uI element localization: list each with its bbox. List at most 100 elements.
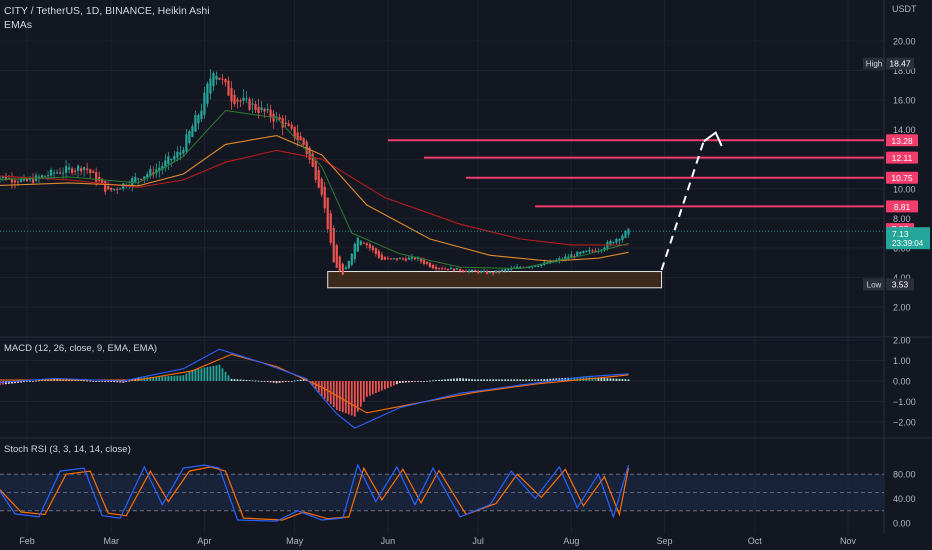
candle-body [498, 271, 501, 273]
time-axis[interactable]: Feb Mar Apr May Jun Jul Aug Sep Oct Nov [19, 536, 856, 546]
candle-body [221, 78, 224, 80]
macd-histogram-bar [161, 376, 164, 381]
candle-body [239, 100, 242, 102]
candle-body [389, 258, 392, 260]
candle-body [119, 188, 122, 190]
candle-body [284, 122, 287, 125]
time-label: Nov [840, 536, 857, 546]
candle-body [467, 270, 471, 272]
macd-histogram-bar [245, 379, 248, 381]
candle-body [278, 117, 281, 120]
heikin-ashi-candles [0, 69, 630, 276]
candle-body [46, 175, 50, 177]
candle-body [104, 180, 107, 192]
candle-body [287, 123, 290, 126]
candle-body [260, 107, 263, 111]
projection-line [660, 141, 705, 271]
macd-title[interactable]: MACD (12, 26, close, 9, EMA, EMA) [4, 343, 158, 354]
macd-histogram-bar [627, 379, 630, 381]
macd-histogram-bar [483, 379, 486, 381]
candle-body [224, 78, 227, 83]
macd-histogram-bar [281, 381, 284, 383]
macd-histogram-bar [540, 379, 543, 381]
candle-body [395, 258, 399, 260]
candle-body [585, 250, 588, 252]
macd-histogram-bar [188, 371, 191, 381]
candle-body [567, 256, 570, 258]
time-label: Oct [748, 536, 763, 546]
candle-body [386, 258, 389, 260]
pane-separators [0, 0, 932, 534]
macd-histogram-bar [516, 379, 519, 381]
candle-body [365, 243, 368, 246]
candle-body [269, 109, 272, 118]
indicator-label[interactable]: EMAs [4, 19, 33, 31]
macd-histogram-bar [609, 378, 612, 381]
candle-body [398, 258, 402, 260]
candle-body [618, 239, 621, 241]
macd-histogram-bar [456, 378, 458, 381]
macd-histogram-bar [320, 381, 323, 396]
macd-histogram-bar [555, 378, 558, 381]
candle-body [440, 268, 444, 270]
candle-body [275, 116, 278, 118]
candle-body [230, 88, 233, 102]
macd-histogram-bar [594, 377, 597, 381]
macd-histogram-bar [35, 380, 37, 382]
candle-body [335, 245, 338, 268]
price-axis[interactable]: 20.0018.0016.0014.0012.0010.008.006.004.… [892, 4, 917, 529]
candle-body [302, 138, 305, 145]
macd-histogram-bar [170, 375, 173, 381]
high-value-label: 18.47 [889, 59, 911, 69]
macd-histogram-bar [326, 381, 329, 402]
macd-histogram-bar [284, 381, 287, 382]
candle-body [116, 188, 119, 190]
macd-histogram-bar [543, 379, 546, 381]
candle-body [407, 257, 411, 260]
macd-histogram-bar [444, 379, 446, 381]
price-tick-label: 4.00 [893, 273, 911, 283]
candle-body [31, 179, 35, 183]
candle-body [326, 197, 329, 230]
macd-histogram-bar [116, 381, 119, 383]
macd-histogram-bar [203, 367, 206, 381]
macd-histogram-bar [287, 381, 290, 382]
macd-histogram-bar [468, 378, 470, 381]
macd-tick-label: −1.00 [893, 397, 916, 407]
candle-body [612, 242, 615, 244]
macd-histogram-bar [552, 378, 555, 381]
support-zone [327, 271, 663, 289]
macd-histogram-bar [323, 381, 326, 399]
candle-body [52, 172, 56, 174]
stoch-title[interactable]: Stoch RSI (3, 3, 14, 14, close) [4, 444, 131, 455]
macd-histogram-bar [534, 379, 537, 381]
macd-histogram-bar [83, 380, 86, 382]
candle-body [486, 271, 489, 274]
support-zone-box [327, 271, 663, 289]
macd-histogram-bar [215, 365, 218, 381]
time-label: Jun [381, 536, 396, 546]
candle-body [95, 172, 98, 182]
macd-histogram-bar [465, 378, 467, 381]
candle-body [167, 156, 170, 165]
target-tag-label: 12.11 [892, 153, 913, 163]
macd-histogram-bar [200, 368, 203, 381]
candle-body [7, 177, 11, 179]
candle-body [248, 98, 251, 110]
ema-fast-line [0, 109, 629, 270]
macd-histogram-bar [257, 380, 260, 382]
macd-histogram-bar [92, 380, 95, 382]
macd-histogram-bar [110, 381, 113, 382]
macd-histogram-bar [137, 377, 140, 381]
candle-body [476, 270, 480, 274]
symbol-title[interactable]: CITY / TetherUS, 1D, BINANCE, Heikin Ash… [4, 5, 210, 17]
macd-histogram-bar [510, 379, 513, 381]
candle-body [10, 178, 14, 183]
candle-body [492, 272, 495, 274]
candle-body [43, 175, 47, 177]
macd-histogram-bar [20, 381, 22, 383]
macd-histogram-bar [125, 381, 128, 382]
candle-body [489, 272, 492, 274]
price-tags: 13.2812.1110.758.817.277.1323:39:04High1… [0, 57, 930, 291]
